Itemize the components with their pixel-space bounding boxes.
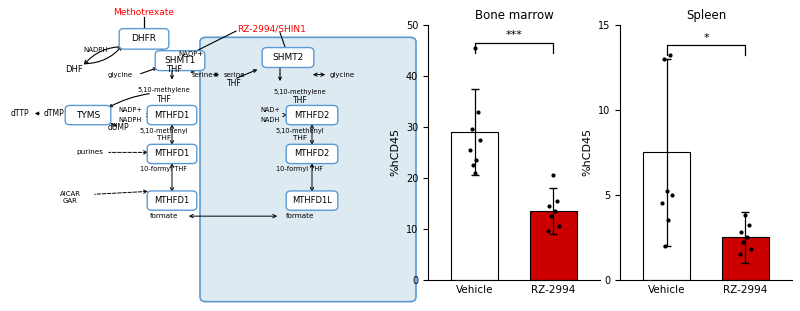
Text: 5,10-methylene: 5,10-methylene (274, 89, 326, 95)
Text: NADP+: NADP+ (178, 51, 203, 58)
Y-axis label: %hCD45: %hCD45 (390, 128, 400, 176)
Text: MTHFD2: MTHFD2 (294, 111, 330, 119)
FancyBboxPatch shape (200, 37, 416, 302)
Text: 5,10-methenyl: 5,10-methenyl (276, 128, 324, 133)
Text: THF: THF (157, 135, 171, 141)
FancyBboxPatch shape (147, 144, 197, 164)
Text: purines: purines (77, 149, 103, 156)
Text: TYMS: TYMS (76, 111, 100, 119)
Title: Spleen: Spleen (686, 9, 726, 22)
Text: AICAR
GAR: AICAR GAR (59, 191, 81, 204)
Text: THF: THF (293, 96, 307, 105)
Text: SHMT2: SHMT2 (272, 53, 304, 62)
Bar (643, 152, 690, 280)
Text: THF: THF (166, 66, 182, 74)
Text: MTHFD1: MTHFD1 (154, 196, 190, 205)
Text: formate: formate (150, 213, 178, 219)
Text: dTTP: dTTP (10, 109, 30, 118)
Text: 10-formyl THF: 10-formyl THF (277, 166, 323, 172)
Bar (722, 237, 769, 280)
Text: ***: *** (506, 30, 522, 40)
Text: DHFR: DHFR (131, 35, 157, 43)
FancyBboxPatch shape (286, 191, 338, 210)
Text: dTMP: dTMP (44, 109, 64, 118)
Text: serine: serine (224, 72, 246, 78)
Text: glycine: glycine (107, 72, 133, 78)
Text: SHMT1: SHMT1 (164, 56, 196, 65)
Text: 10-formyl THF: 10-formyl THF (141, 166, 187, 172)
Text: NADH: NADH (260, 117, 280, 123)
Text: MTHFD1: MTHFD1 (154, 111, 190, 119)
Text: MTHFD1: MTHFD1 (154, 150, 190, 158)
Text: NADPH: NADPH (118, 117, 142, 123)
Text: 5,10-methenyl: 5,10-methenyl (140, 128, 188, 133)
FancyBboxPatch shape (286, 105, 338, 125)
Text: glycine: glycine (330, 72, 354, 78)
Text: MTHFD2: MTHFD2 (294, 150, 330, 158)
Y-axis label: %hCD45: %hCD45 (582, 128, 592, 176)
FancyBboxPatch shape (262, 48, 314, 67)
Text: NADPH: NADPH (84, 47, 108, 53)
Text: *: * (703, 33, 709, 43)
Text: 5,10-methylene: 5,10-methylene (138, 87, 190, 93)
Text: Methotrexate: Methotrexate (114, 8, 174, 17)
Text: NADP+: NADP+ (118, 107, 142, 114)
FancyBboxPatch shape (147, 105, 197, 125)
Text: DHF: DHF (65, 66, 83, 74)
Text: NAD+: NAD+ (260, 107, 280, 114)
FancyBboxPatch shape (155, 51, 205, 71)
Text: THF: THF (157, 95, 171, 104)
FancyBboxPatch shape (66, 105, 110, 125)
FancyBboxPatch shape (286, 144, 338, 164)
Text: dUMP: dUMP (107, 123, 129, 132)
FancyBboxPatch shape (119, 29, 169, 49)
Text: formate: formate (286, 213, 314, 219)
Text: MTHFD1L: MTHFD1L (292, 196, 332, 205)
Bar (451, 132, 498, 280)
FancyBboxPatch shape (147, 191, 197, 210)
Title: Bone marrow: Bone marrow (474, 9, 554, 22)
Text: THF: THF (293, 135, 307, 141)
Text: THF: THF (226, 80, 242, 88)
Text: RZ-2994/SHIN1: RZ-2994/SHIN1 (238, 25, 306, 34)
Text: serine: serine (191, 72, 213, 78)
Bar (530, 211, 577, 280)
